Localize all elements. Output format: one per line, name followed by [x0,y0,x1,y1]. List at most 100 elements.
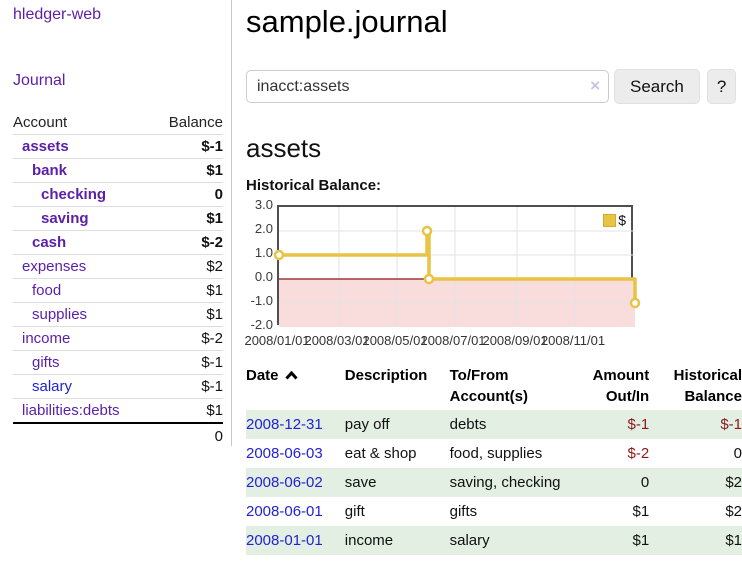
account-row: liabilities:debts $1 [13,398,223,424]
y-tick: -1.0 [250,293,273,308]
col-amount: Amount Out/In [592,367,650,405]
accounts-col-account: Account [13,110,146,135]
accounts-total-row: 0 [13,422,223,448]
help-button[interactable]: ? [706,69,737,104]
transaction-accounts: food, supplies [449,445,543,462]
account-balance: $1 [145,206,223,231]
data-point-markers [273,225,641,309]
transaction-row: 2008-12-31 pay off debts $-1 $-1 [246,410,742,439]
sidebar-item-journal[interactable]: Journal [13,72,66,89]
transaction-balance: $1 [725,532,742,549]
chart-canvas [273,207,641,327]
transaction-description: pay off [344,416,390,433]
account-balance: $1 [145,278,223,303]
chart-legend: $ [602,211,627,229]
accounts-total-value: 0 [145,422,223,448]
search-form: × Search ? [246,69,742,104]
sidebar-account-supplies[interactable]: supplies [32,306,88,323]
account-row: supplies $1 [13,302,223,327]
transaction-description: gift [344,503,365,520]
transaction-row: 2008-01-01 income salary $1 $1 [246,526,742,555]
accounts-total-spacer [13,422,146,448]
account-balance: $-2 [145,230,223,255]
x-tick: 2008/01/01 [244,333,310,348]
account-row: gifts $-1 [13,350,223,375]
account-row: food $1 [13,278,223,303]
account-balance: $-1 [145,350,223,375]
account-row: assets $-1 [13,134,223,159]
transaction-row: 2008-06-01 gift gifts $1 $2 [246,497,742,526]
register-table: Date Description To/From Account(s) Amou… [246,362,742,555]
legend-label: $ [618,212,626,228]
account-row: salary $-1 [13,374,223,399]
chart-title: Historical Balance: [246,177,382,194]
account-balance: 0 [145,182,223,207]
account-balance: $-1 [145,374,223,399]
clear-search-icon[interactable]: × [590,76,600,95]
transaction-accounts: gifts [449,503,478,520]
x-tick: 2008/11/01 [540,333,606,348]
accounts-col-balance: Balance [145,110,223,135]
transaction-date-link[interactable]: 2008-01-01 [246,532,323,549]
transaction-balance: $2 [725,503,742,520]
sidebar-account-expenses[interactable]: expenses [22,258,87,275]
transaction-amount: $1 [632,532,650,549]
accounts-table-header: Account Balance [13,110,223,135]
transaction-date-link[interactable]: 2008-06-01 [246,503,323,520]
transaction-row: 2008-06-02 save saving, checking 0 $2 [246,468,742,497]
accounts-table: Account Balance assets $-1 bank $1 check… [13,110,223,448]
register-table-header: Date Description To/From Account(s) Amou… [246,362,742,410]
transaction-amount: $-1 [627,416,650,433]
account-row: checking 0 [13,182,223,207]
sidebar-account-assets[interactable]: assets [22,138,69,155]
sidebar-account-gifts[interactable]: gifts [32,354,60,371]
col-balance: Historical Balance [673,367,742,405]
search-input[interactable] [246,70,609,103]
sidebar-account-income[interactable]: income [22,330,71,347]
y-tick: 0.0 [254,269,273,284]
account-heading: assets [246,133,322,163]
transaction-date-link[interactable]: 2008-06-02 [246,474,323,491]
sidebar: hledger-web Journal Account Balance asse… [0,0,232,448]
account-balance: $2 [145,254,223,279]
sidebar-account-food[interactable]: food [32,282,62,299]
transaction-accounts: saving, checking [449,474,561,491]
legend-swatch-icon [602,212,618,228]
chart-plot-area: $ [273,205,641,327]
transaction-accounts: debts [449,416,487,433]
search-button[interactable]: Search [614,69,700,104]
account-row: cash $-2 [13,230,223,255]
sidebar-account-salary[interactable]: salary [32,378,73,395]
account-balance: $1 [145,398,223,424]
y-tick: 3.0 [254,197,273,212]
y-tick: 1.0 [254,245,273,260]
transaction-balance: $-1 [720,416,742,433]
app-brand-link[interactable]: hledger-web [13,6,102,23]
sort-up-icon [284,370,298,380]
sidebar-account-checking[interactable]: checking [41,186,107,203]
x-tick: 2008/09/01 [482,333,548,348]
transaction-date-link[interactable]: 2008-06-03 [246,445,323,462]
transaction-date-link[interactable]: 2008-12-31 [246,416,323,433]
col-description: Description [344,367,428,384]
sidebar-account-bank[interactable]: bank [32,162,68,179]
x-tick: 2008/03/01 [304,333,370,348]
transaction-description: income [344,532,394,549]
transaction-amount: $-2 [627,445,650,462]
account-balance: $1 [145,302,223,327]
account-row: bank $1 [13,158,223,183]
x-tick: 2008/07/01 [420,333,486,348]
account-row: income $-2 [13,326,223,351]
main-content: sample.journal × Search ? assets Histori… [244,0,742,555]
account-balance: $1 [145,158,223,183]
transaction-row: 2008-06-03 eat & shop food, supplies $-2… [246,439,742,468]
historical-balance-chart: 3.0 2.0 1.0 0.0 -1.0 -2.0 [244,197,742,350]
transaction-description: eat & shop [344,445,417,462]
account-balance: $-1 [145,134,223,159]
transaction-balance: 0 [733,445,742,462]
page-title: sample.journal [246,4,448,39]
col-date[interactable]: Date [246,362,345,410]
sidebar-account-liabilities-debts[interactable]: liabilities:debts [22,402,120,419]
sidebar-account-saving[interactable]: saving [41,210,89,227]
sidebar-account-cash[interactable]: cash [32,234,67,251]
